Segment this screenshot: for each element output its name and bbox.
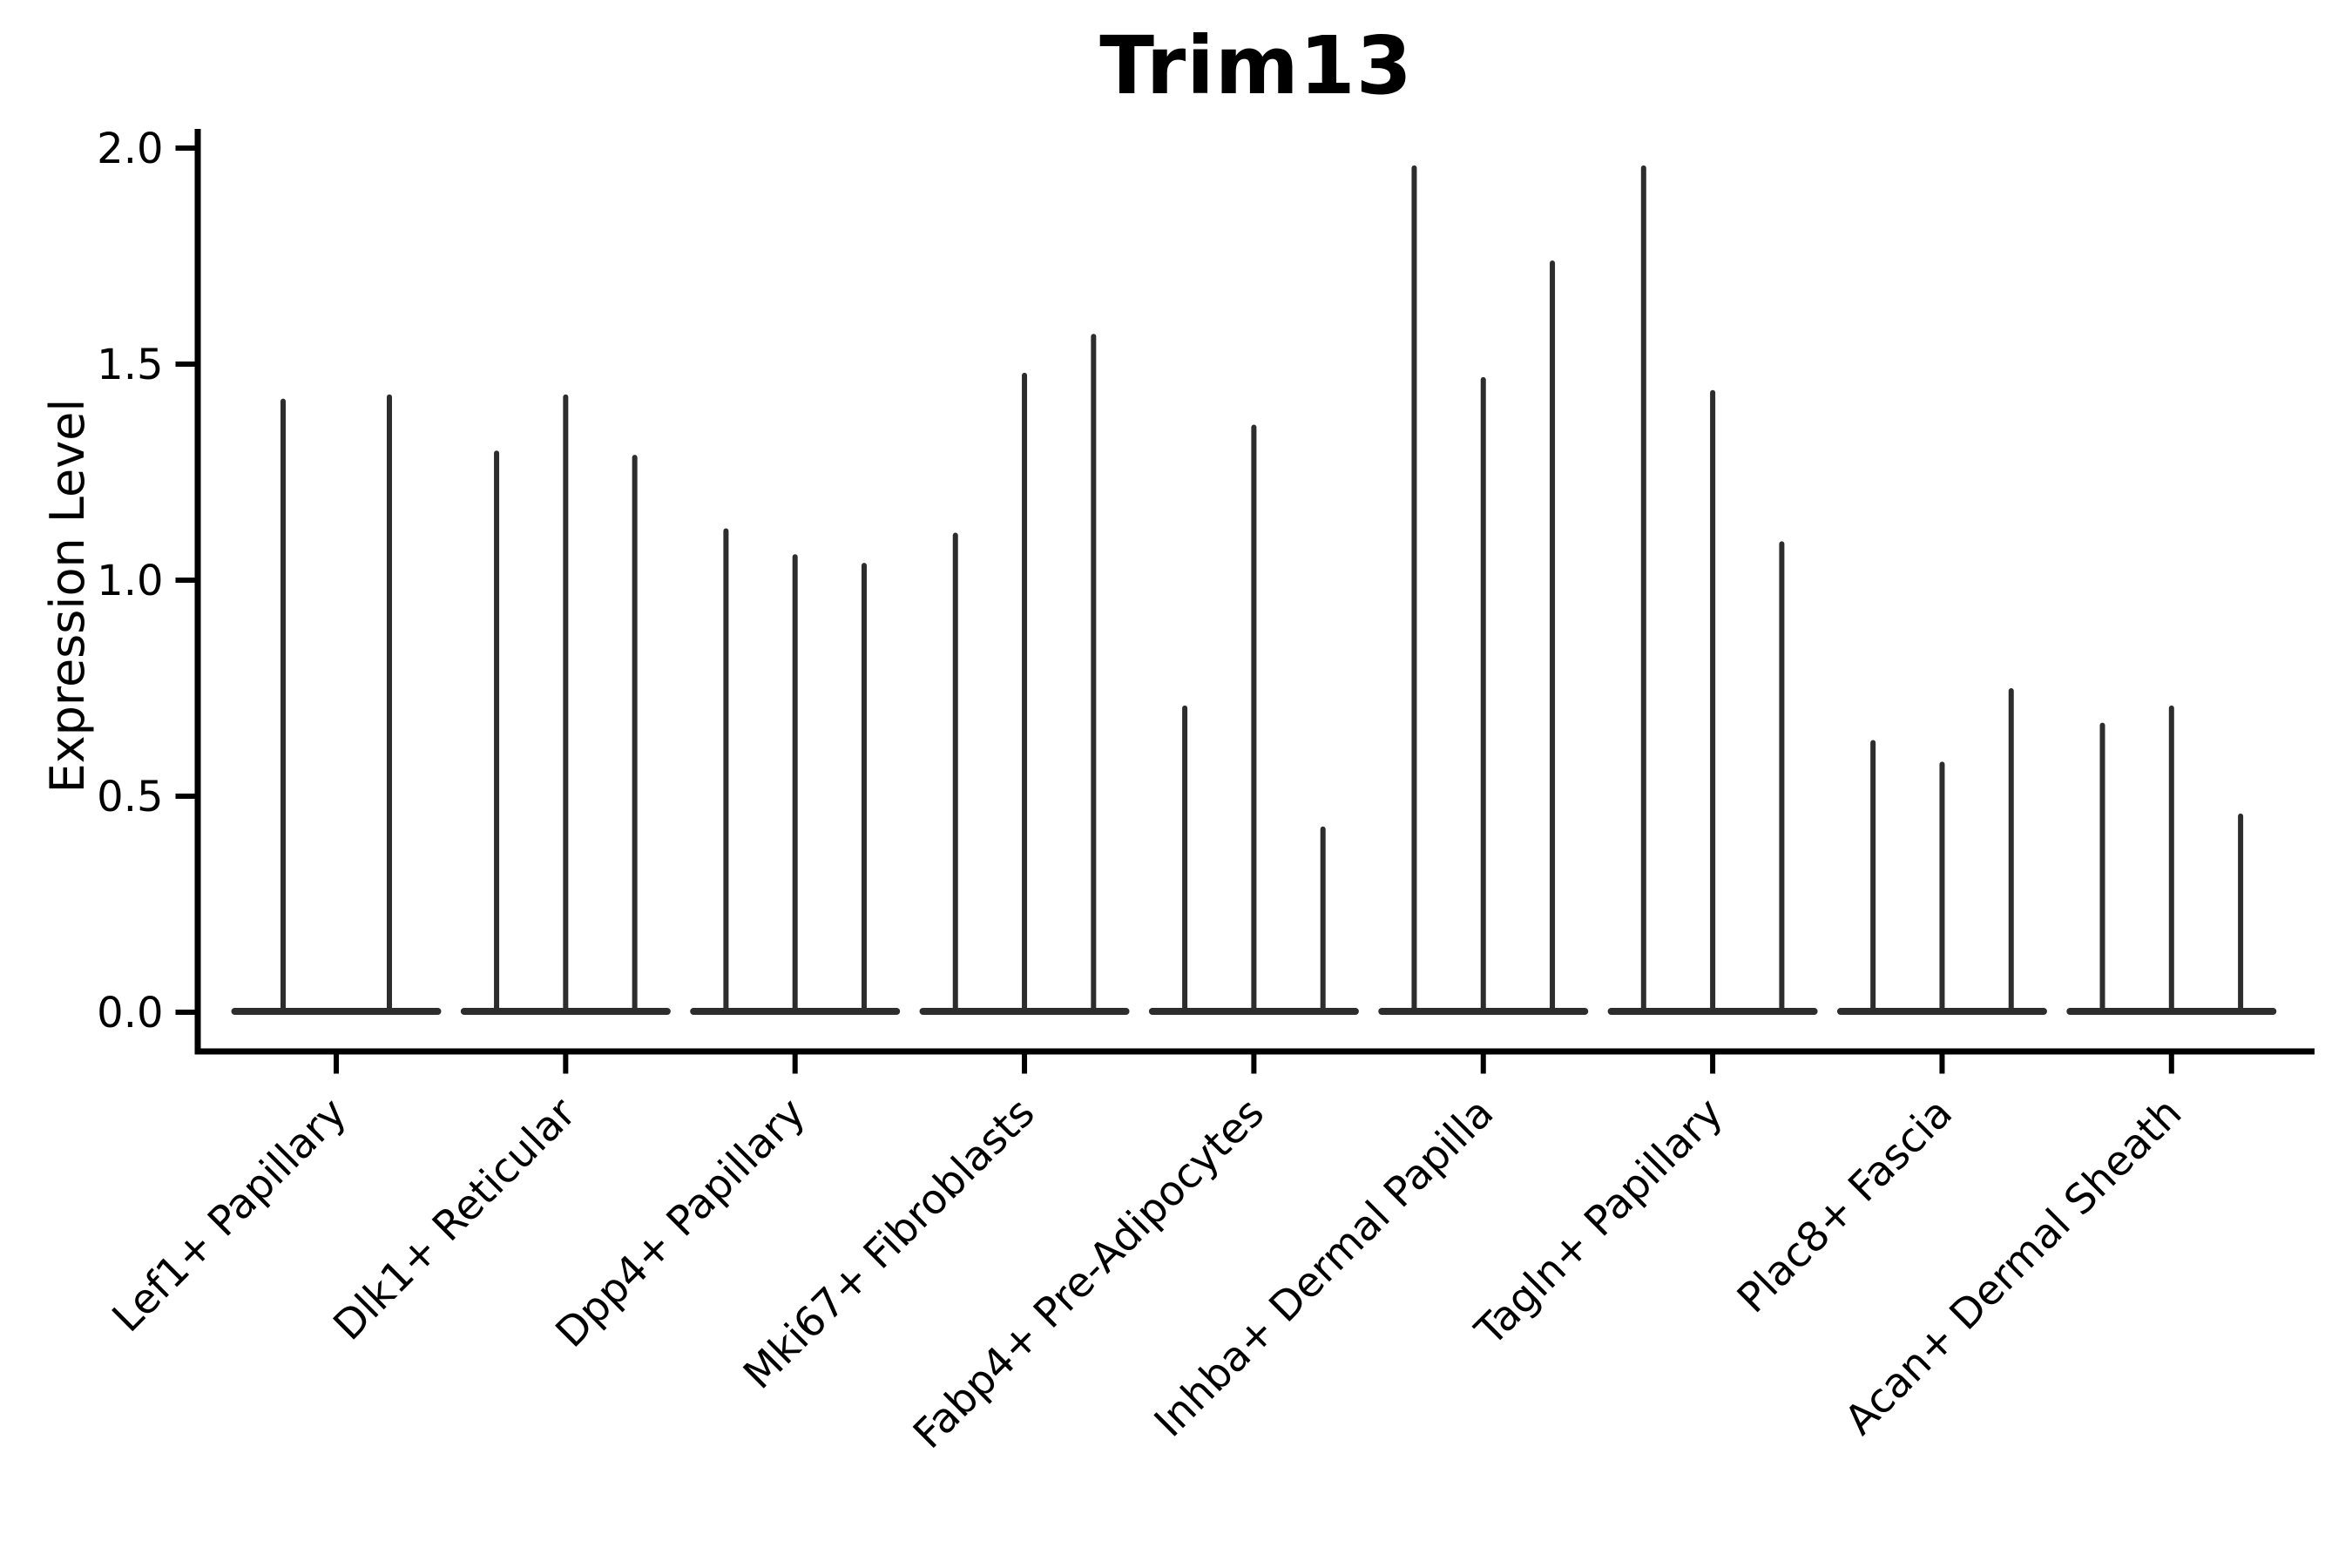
y-tick-label: 0.5	[97, 773, 163, 821]
violin-base-group-1	[231, 1008, 442, 1015]
x-tick-label: Tagln+ Papillary	[1466, 1089, 1733, 1355]
x-tick-label: Dlk1+ Reticular	[324, 1089, 585, 1350]
x-tick-label: Lef1+ Papillary	[104, 1089, 356, 1342]
y-tick-label: 1.5	[97, 341, 163, 389]
y-tick-label: 2.0	[97, 125, 163, 173]
x-tick-label: Dpp4+ Papillary	[547, 1089, 815, 1357]
y-tick-label: 1.0	[97, 557, 163, 605]
x-tick-label: Plac8+ Fascia	[1728, 1089, 1962, 1322]
plot-title: Trim13	[1099, 19, 1413, 112]
y-tick-label: 0.0	[97, 989, 163, 1037]
